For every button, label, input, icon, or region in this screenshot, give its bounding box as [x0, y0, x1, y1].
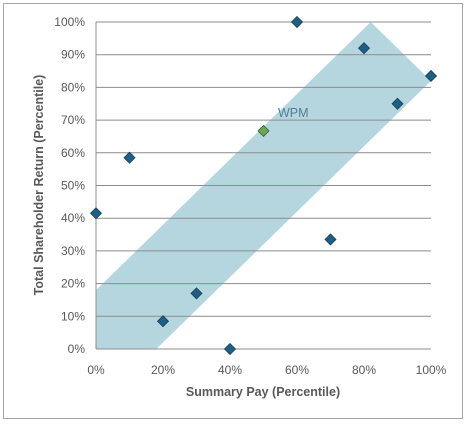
- x-tick-label: 100%: [416, 363, 447, 377]
- data-point: [89, 207, 103, 220]
- data-point: [357, 42, 371, 55]
- x-tick-label: 40%: [218, 363, 242, 377]
- y-tick-label: 20%: [61, 277, 85, 291]
- y-tick-label: 70%: [61, 113, 85, 127]
- y-tick-label: 100%: [54, 15, 85, 29]
- data-point: [223, 342, 237, 356]
- data-point: [324, 233, 337, 246]
- chart-frame: 0% 10% 20% 30% 40% 50% 60% 70% 80% 90% 100% 0% 20% 40…: [3, 3, 463, 419]
- x-tick-label: 20%: [151, 363, 175, 377]
- data-point: [156, 315, 170, 328]
- y-axis-title: Total Shareholder Return (Percentile): [32, 75, 46, 296]
- wpm-data-point: [257, 124, 270, 137]
- y-tick-label: 10%: [61, 309, 85, 323]
- y-tick-label: 0%: [68, 342, 86, 356]
- data-point: [290, 15, 304, 29]
- y-tick-label: 30%: [61, 244, 85, 258]
- y-tick-label: 60%: [61, 146, 85, 160]
- scatter-chart: 0% 10% 20% 30% 40% 50% 60% 70% 80% 90% 100% 0% 20% 40…: [32, 15, 447, 399]
- data-point: [123, 151, 136, 164]
- y-tick-label: 90%: [61, 48, 85, 62]
- y-tick-label: 40%: [61, 211, 85, 225]
- x-axis-title: Summary Pay (Percentile): [186, 385, 340, 399]
- wpm-annotation: WPM: [278, 106, 309, 120]
- y-tick-label: 50%: [61, 179, 85, 193]
- data-point: [190, 287, 203, 300]
- x-tick-label: 60%: [285, 363, 309, 377]
- data-point: [424, 69, 438, 83]
- data-point: [391, 97, 404, 110]
- y-tick-label: 80%: [61, 80, 85, 94]
- x-tick-label: 80%: [352, 363, 376, 377]
- x-tick-label: 0%: [87, 363, 105, 377]
